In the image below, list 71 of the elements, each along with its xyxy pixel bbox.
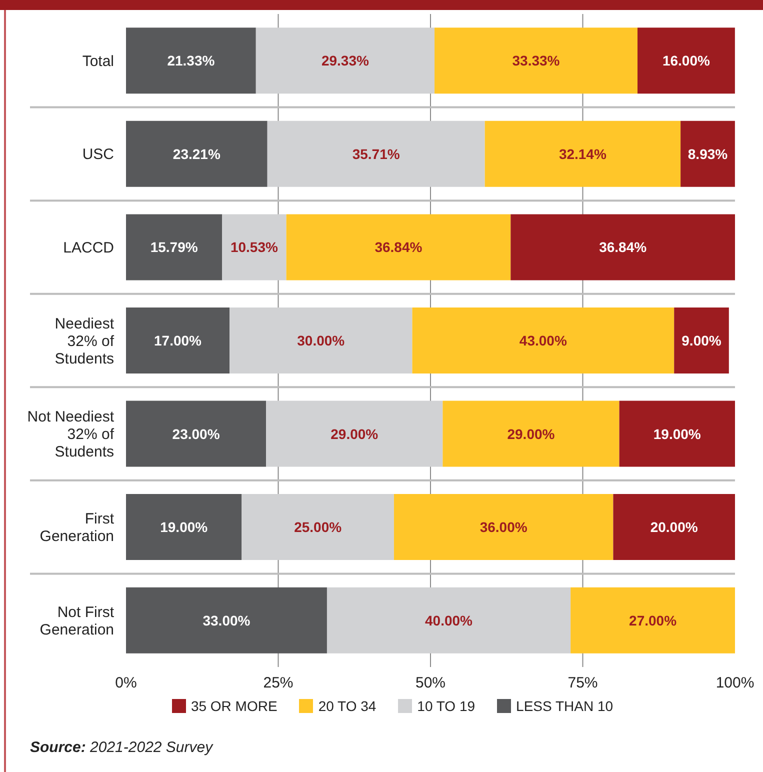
bar: [674, 307, 729, 374]
data-label: 9.00%: [682, 332, 722, 348]
legend-label: 35 OR MORE: [190, 698, 278, 714]
x-tick-label: 100%: [716, 674, 754, 692]
bar: [412, 307, 674, 374]
bar: [286, 214, 511, 280]
data-label: 10.53%: [230, 239, 279, 256]
data-label: 33.00%: [202, 612, 251, 628]
data-label: 17.00%: [154, 332, 202, 348]
bar: [126, 214, 222, 280]
y-tick-label: Not Neediest 32% of Students: [27, 408, 115, 461]
data-label: 36.84%: [374, 239, 423, 256]
y-tick-label: LACCD: [63, 239, 114, 256]
data-label: 29.33%: [321, 52, 370, 69]
data-label: 32.14%: [558, 146, 607, 162]
bar: [570, 587, 735, 654]
bar: [442, 400, 620, 467]
x-tick-label: 50%: [415, 674, 446, 692]
y-tick-label: Total: [82, 52, 114, 70]
data-label: 8.93%: [688, 146, 728, 162]
bar: [326, 587, 571, 654]
data-label: 20.00%: [650, 519, 698, 536]
data-label: 43.00%: [519, 332, 568, 348]
bar: [638, 28, 735, 94]
bar: [613, 494, 735, 560]
data-label: 19.00%: [653, 426, 702, 442]
bar: [222, 214, 286, 280]
legend-label: 10 TO 19: [417, 698, 476, 714]
y-tick-label: First Generation: [40, 510, 115, 546]
data-label: 16.00%: [662, 52, 711, 69]
data-label: 30.00%: [297, 332, 346, 348]
data-label: 36.00%: [480, 519, 528, 536]
bar: [242, 494, 394, 560]
bar: [267, 120, 485, 187]
bar: [510, 214, 735, 280]
bar: [230, 307, 412, 374]
data-label: 15.79%: [150, 239, 198, 256]
y-tick-label: Neediest 32% of Students: [54, 315, 115, 368]
legend-label: 20 TO 34: [318, 698, 376, 714]
bar: [680, 120, 735, 187]
bar: [619, 400, 735, 467]
data-label: 40.00%: [425, 612, 474, 628]
y-tick-label: USC: [82, 146, 114, 164]
bar: [394, 494, 614, 560]
y-tick-label: Not First Generation: [40, 604, 115, 638]
bar: [126, 120, 268, 187]
data-label: 36.84%: [599, 239, 648, 256]
x-tick-label: 75%: [568, 674, 598, 692]
bar: [266, 400, 443, 467]
x-tick-label: 25%: [263, 674, 294, 692]
source-note: Source: 2021-2022 Survey: [30, 739, 213, 756]
bar: [126, 494, 242, 560]
bar: [126, 28, 256, 94]
data-label: 25.00%: [294, 519, 342, 536]
data-label: 29.00%: [507, 426, 556, 442]
bar: [256, 28, 435, 94]
bar: [484, 120, 681, 187]
data-label: 35.71%: [352, 146, 400, 162]
bar: [434, 28, 638, 94]
bar: [126, 400, 266, 467]
data-label: 23.21%: [172, 146, 221, 162]
data-label: 33.33%: [512, 52, 560, 69]
x-tick-label: 0%: [115, 674, 137, 692]
bar: [126, 307, 230, 374]
data-label: 19.00%: [160, 519, 208, 536]
data-label: 21.33%: [167, 52, 216, 69]
legend-label: LESS THAN 10: [516, 698, 614, 714]
bar: [126, 587, 327, 654]
data-label: 29.00%: [330, 426, 379, 442]
data-label: 23.00%: [172, 426, 220, 442]
data-label: 27.00%: [629, 612, 678, 628]
